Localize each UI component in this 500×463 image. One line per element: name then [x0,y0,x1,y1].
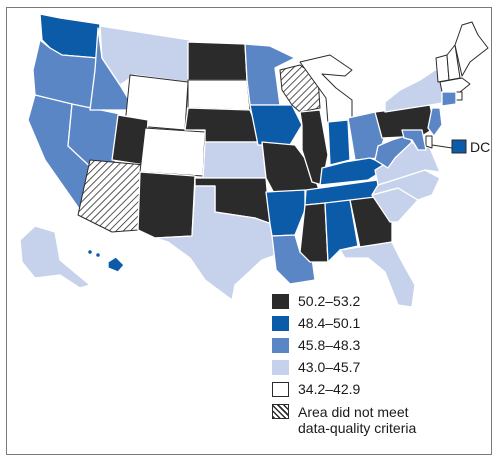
state-ma [439,77,471,93]
state-in [327,119,351,166]
legend-label: 45.8–48.3 [298,337,361,353]
state-md [401,129,427,151]
state-co [139,127,206,177]
dc-label: DC [470,139,491,155]
state-nm [137,171,196,239]
dc-leader-line [431,144,453,149]
state-ia [249,104,303,146]
state-fl [339,241,416,308]
state-az [77,159,146,233]
legend-label: Area did not meet data-quality criteria [298,404,416,436]
hawaii-islet-1 [86,248,94,256]
state-wi [279,64,321,113]
states-group [19,13,489,308]
state-ct [441,91,457,107]
state-ms [299,202,329,263]
legend-item: 48.4–50.1 [272,312,416,334]
state-wv [374,134,413,169]
legend-label: 34.2–42.9 [298,381,361,397]
legend-item: 45.8–48.3 [272,334,416,356]
legend-item: Area did not meet data-quality criteria [272,400,416,444]
legend-label: 48.4–50.1 [298,315,361,331]
legend-swatch [272,404,289,419]
legend-swatch [272,381,289,397]
state-hi [107,256,125,273]
legend-item: 34.2–42.9 [272,378,416,400]
legend-item: 50.2–53.2 [272,290,416,312]
state-ar [265,189,306,237]
legend-swatch [272,315,289,331]
legend-swatch [272,293,289,309]
legend-label: 50.2–53.2 [298,293,361,309]
state-me [454,21,489,77]
state-tx [154,185,277,301]
legend-swatch [272,337,289,353]
state-nc [371,169,441,201]
legend: 50.2–53.2 48.4–50.1 45.8–48.3 43.0–45.7 … [272,290,416,444]
legend-label: 43.0–45.7 [298,359,361,375]
legend-swatch [272,359,289,375]
state-il [299,109,329,186]
state-mn [244,43,296,106]
dc-swatch [451,139,467,154]
legend-label-line: Area did not meet [298,404,409,420]
legend-label-line: data-quality criteria [298,420,417,436]
state-nj [427,107,443,137]
state-sd [187,79,251,111]
legend-item: 43.0–45.7 [272,356,416,378]
state-nd [187,41,248,81]
state-la [271,234,316,285]
state-ak [19,225,91,289]
state-de [425,135,433,149]
state-ks [202,141,267,179]
hawaii-islet-2 [94,251,102,259]
state-ri [455,91,463,101]
state-mt [99,25,191,86]
state-mi [299,54,353,125]
